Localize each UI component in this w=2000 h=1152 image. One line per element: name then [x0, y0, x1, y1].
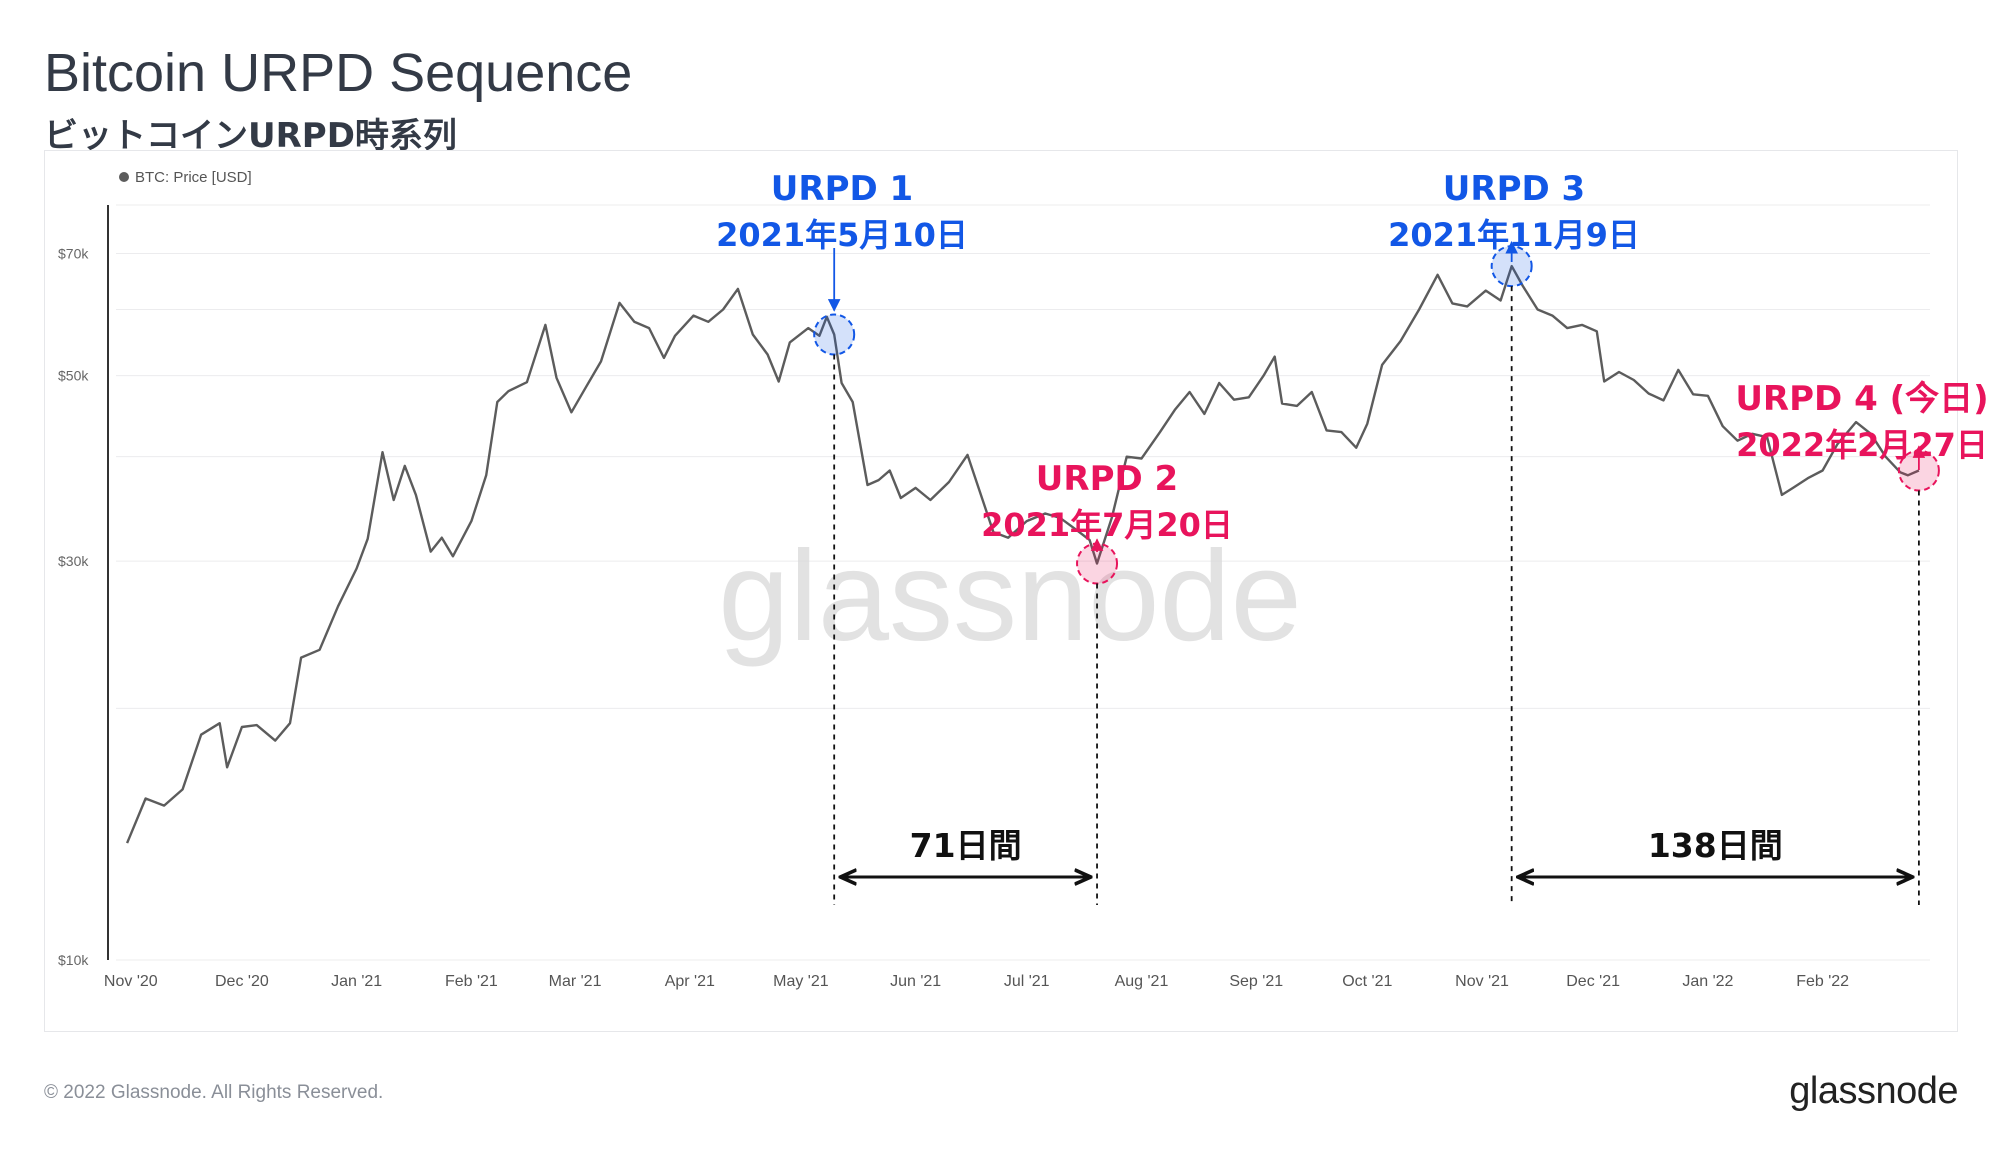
urpd-date: 2021年5月10日 [716, 216, 968, 254]
x-tick-label: Dec '21 [1566, 973, 1620, 990]
y-tick-label: $30k [58, 553, 89, 569]
x-tick-label: Sep '21 [1229, 973, 1283, 990]
copyright-text: © 2022 Glassnode. All Rights Reserved. [44, 1082, 384, 1103]
x-tick-label: Jul '21 [1004, 973, 1050, 990]
urpd-highlight-circle [1490, 245, 1533, 288]
x-tick-label: Nov '20 [104, 973, 158, 990]
glassnode-watermark: glassnode [718, 525, 1302, 668]
x-tick-label: May '21 [773, 973, 829, 990]
legend-dot [119, 172, 129, 182]
x-tick-label: Oct '21 [1342, 973, 1392, 990]
chart-frame [44, 150, 1958, 1032]
x-tick-label: Dec '20 [215, 973, 269, 990]
interval-label: 71日間 [910, 826, 1022, 865]
glassnode-logo: glassnode [1789, 1070, 1958, 1112]
x-tick-label: Aug '21 [1115, 973, 1169, 990]
x-tick-label: Apr '21 [665, 973, 715, 990]
urpd-label: URPD 2 [1036, 459, 1178, 499]
page-subtitle: ビットコインURPD時系列 [44, 116, 457, 156]
urpd-highlight-circle [813, 313, 856, 356]
x-tick-label: Feb '21 [445, 973, 498, 990]
interval-label: 138日間 [1648, 826, 1783, 865]
urpd-highlight-circle [1897, 449, 1940, 492]
legend-label[interactable]: BTC: Price [USD] [135, 169, 252, 186]
x-tick-label: Jan '22 [1682, 973, 1733, 990]
urpd-label: URPD 1 [771, 169, 913, 209]
page-title: Bitcoin URPD Sequence [44, 43, 633, 103]
x-tick-label: Mar '21 [549, 973, 602, 990]
x-tick-label: Jan '21 [331, 973, 382, 990]
x-tick-label: Feb '22 [1796, 973, 1849, 990]
x-tick-label: Nov '21 [1455, 973, 1509, 990]
urpd-date: 2021年7月20日 [981, 506, 1233, 544]
y-tick-label: $70k [58, 245, 89, 261]
urpd-highlight-circle [1076, 542, 1119, 585]
y-tick-label: $50k [58, 368, 89, 384]
x-tick-label: Jun '21 [890, 973, 941, 990]
urpd-label: URPD 3 [1443, 169, 1585, 209]
y-tick-label: $10k [58, 952, 89, 968]
urpd-date: 2022年2月27日 [1736, 426, 1988, 464]
btc-price-line [125, 264, 1920, 844]
urpd-label: URPD 4 (今日) [1735, 379, 1988, 419]
